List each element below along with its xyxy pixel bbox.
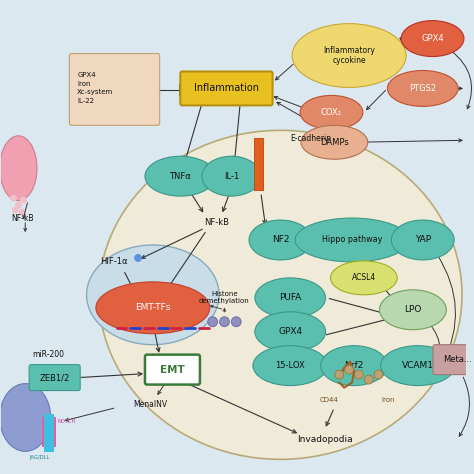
Ellipse shape xyxy=(99,130,462,459)
Ellipse shape xyxy=(255,278,326,318)
Text: PTGS2: PTGS2 xyxy=(409,84,436,93)
Text: COX₂: COX₂ xyxy=(321,108,342,117)
Circle shape xyxy=(20,197,27,204)
Text: LPO: LPO xyxy=(404,305,421,314)
Ellipse shape xyxy=(0,136,37,201)
Ellipse shape xyxy=(392,220,454,260)
Ellipse shape xyxy=(330,261,397,295)
Circle shape xyxy=(335,370,344,379)
Text: Histone
demethylation: Histone demethylation xyxy=(199,292,250,304)
Text: GPX4
Iron
Xc-system
IL-22: GPX4 Iron Xc-system IL-22 xyxy=(77,73,113,104)
Ellipse shape xyxy=(0,383,51,451)
Text: Inflammatory
cycokine: Inflammatory cycokine xyxy=(323,46,375,65)
FancyBboxPatch shape xyxy=(42,418,48,447)
Circle shape xyxy=(219,317,229,327)
Text: ACSL4: ACSL4 xyxy=(352,273,376,283)
Circle shape xyxy=(208,317,218,327)
Text: NOTCH: NOTCH xyxy=(58,419,76,424)
Text: PUFA: PUFA xyxy=(279,293,301,302)
Text: GPX4: GPX4 xyxy=(421,34,444,43)
Circle shape xyxy=(365,375,373,384)
Ellipse shape xyxy=(253,346,328,385)
Ellipse shape xyxy=(381,346,455,385)
Circle shape xyxy=(15,201,22,209)
Text: TNFα: TNFα xyxy=(169,172,191,181)
Text: JAG/DLL: JAG/DLL xyxy=(30,455,50,460)
Ellipse shape xyxy=(87,245,219,345)
Text: YAP: YAP xyxy=(415,236,431,245)
Text: E-cadherin: E-cadherin xyxy=(290,134,331,143)
FancyBboxPatch shape xyxy=(145,355,200,384)
Text: EMT: EMT xyxy=(160,365,185,374)
Ellipse shape xyxy=(202,156,261,196)
FancyBboxPatch shape xyxy=(254,138,263,190)
Circle shape xyxy=(12,207,19,214)
Ellipse shape xyxy=(145,156,216,196)
Text: GPX4: GPX4 xyxy=(278,327,302,336)
Text: ZEB1/2: ZEB1/2 xyxy=(39,373,70,382)
Circle shape xyxy=(134,254,142,262)
Ellipse shape xyxy=(301,125,368,159)
Ellipse shape xyxy=(387,71,458,106)
Text: NF-kB: NF-kB xyxy=(204,218,229,227)
FancyBboxPatch shape xyxy=(180,72,273,105)
Text: VCAM1: VCAM1 xyxy=(402,361,434,370)
Ellipse shape xyxy=(292,24,406,87)
Ellipse shape xyxy=(295,218,409,262)
Circle shape xyxy=(10,195,17,201)
Text: 15-LOX: 15-LOX xyxy=(275,361,305,370)
FancyBboxPatch shape xyxy=(29,365,80,391)
Ellipse shape xyxy=(300,95,363,129)
Text: Hippo pathway: Hippo pathway xyxy=(322,236,382,245)
Text: DAMPs: DAMPs xyxy=(320,138,349,147)
Text: HIF-1α: HIF-1α xyxy=(100,257,128,266)
Text: Meta...: Meta... xyxy=(443,355,472,364)
Ellipse shape xyxy=(401,21,464,56)
Text: CD44: CD44 xyxy=(320,397,339,402)
Text: IL-1: IL-1 xyxy=(224,172,239,181)
Text: Invadopodia: Invadopodia xyxy=(297,435,352,444)
FancyBboxPatch shape xyxy=(50,418,55,447)
Text: Iron: Iron xyxy=(382,397,395,402)
Circle shape xyxy=(345,365,354,374)
Text: miR-200: miR-200 xyxy=(32,350,64,359)
Ellipse shape xyxy=(380,290,447,330)
Circle shape xyxy=(355,370,364,379)
Circle shape xyxy=(19,209,26,216)
Text: NF2: NF2 xyxy=(272,236,289,245)
Text: EMT-TFs: EMT-TFs xyxy=(135,303,171,312)
FancyBboxPatch shape xyxy=(44,414,54,452)
Circle shape xyxy=(374,370,383,379)
Text: NF-kB: NF-kB xyxy=(11,214,34,223)
Text: Nrf2: Nrf2 xyxy=(344,361,364,370)
Text: MenaINV: MenaINV xyxy=(133,400,167,409)
Ellipse shape xyxy=(249,220,312,260)
Ellipse shape xyxy=(320,346,387,385)
Text: Inflammation: Inflammation xyxy=(194,83,259,93)
FancyBboxPatch shape xyxy=(433,345,474,374)
FancyBboxPatch shape xyxy=(69,54,160,125)
Ellipse shape xyxy=(255,312,326,352)
Ellipse shape xyxy=(96,282,210,334)
Circle shape xyxy=(231,317,241,327)
